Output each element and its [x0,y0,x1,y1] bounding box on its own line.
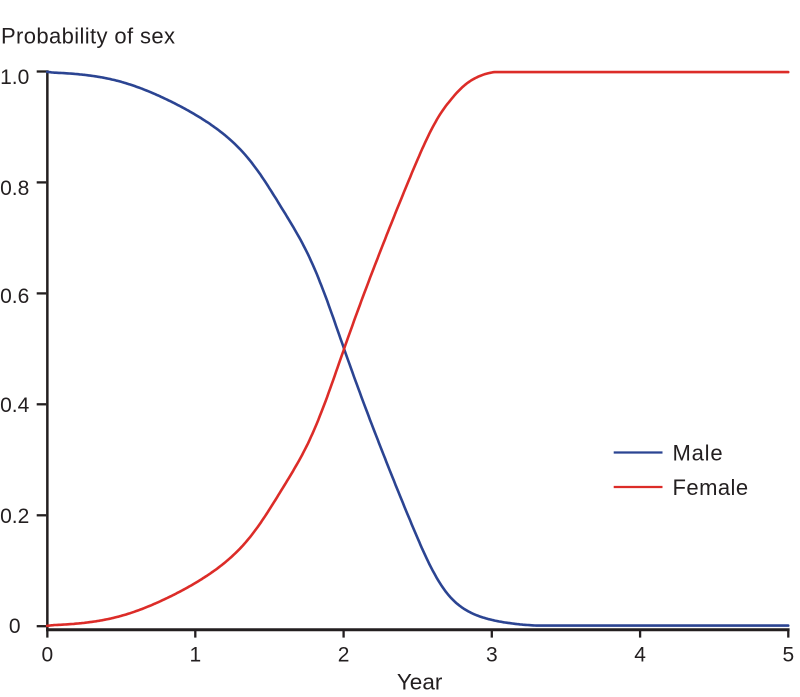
svg-text:3: 3 [486,643,498,666]
svg-text:Probability of sex: Probability of sex [1,24,175,49]
svg-text:5: 5 [782,643,794,666]
svg-text:2: 2 [338,643,350,666]
svg-text:1: 1 [189,643,201,666]
svg-text:Male: Male [673,440,724,465]
svg-text:Female: Female [673,475,749,500]
svg-text:4: 4 [634,643,646,666]
svg-text:0.6: 0.6 [0,285,29,308]
svg-text:0: 0 [9,615,21,638]
svg-text:0.2: 0.2 [0,505,29,528]
svg-text:0.8: 0.8 [0,177,29,200]
svg-text:0: 0 [42,643,54,666]
svg-text:0.4: 0.4 [0,394,30,417]
svg-text:Year: Year [397,669,443,694]
svg-text:1.0: 1.0 [0,66,29,89]
